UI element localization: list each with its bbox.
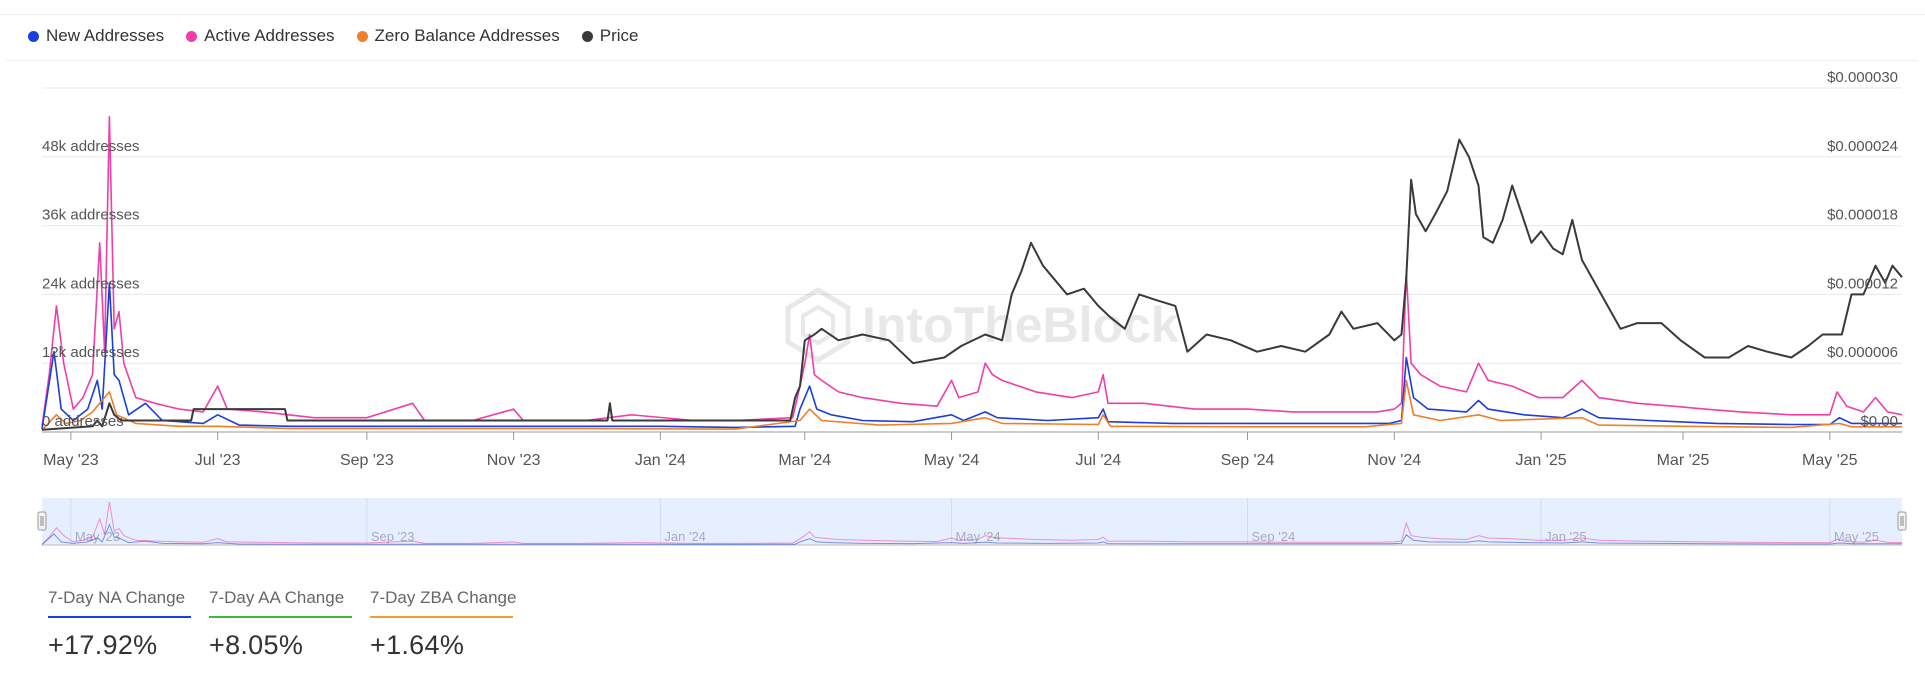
legend-item-zero-balance-addresses[interactable]: Zero Balance Addresses (356, 26, 560, 46)
navigator-label: Sep '23 (371, 529, 415, 544)
y-right-tick-label: $0.000024 (1827, 138, 1898, 155)
navigator-line (41, 523, 1902, 545)
y-right-tick-label: $0.000030 (1827, 69, 1898, 86)
x-tick-label: Mar '24 (778, 452, 831, 469)
y-right-tick-label: $0.000012 (1827, 275, 1898, 292)
legend-label-new-addresses: New Addresses (46, 26, 165, 45)
legend-dot-price (581, 30, 593, 42)
series-line-zero-balance-addresses (41, 379, 1902, 431)
y-right-tick-label: $0.000018 (1827, 207, 1898, 224)
x-tick-label: Jan '24 (635, 452, 686, 469)
x-tick-label: May '25 (1802, 452, 1858, 469)
watermark-text: IntoTheBlock (862, 297, 1179, 353)
legend-label-zero-balance-addresses: Zero Balance Addresses (374, 26, 560, 45)
stats-row: 7-Day NA Change +17.92% 7-Day AA Change … (48, 588, 516, 661)
axis-labels: $0.00 $0.000006 $0.000012 $0.000018 $0.00002… (42, 69, 1898, 430)
stat-aa-change: 7-Day AA Change +8.05% (209, 588, 352, 661)
series-line-active-addresses (41, 115, 1903, 427)
y-right-tick-label: $0.00 (1860, 413, 1898, 430)
stat-zba-change: 7-Day ZBA Change +1.64% (370, 588, 516, 661)
stat-value-na: +17.92% (48, 630, 158, 660)
y-right-tick-label: $0.000006 (1827, 344, 1898, 361)
x-tick-label: Mar '25 (1657, 452, 1710, 469)
x-tick-label: May '24 (924, 452, 980, 469)
chart-legend: New Addresses Active Addresses Zero Bala… (28, 26, 638, 46)
x-tick-label: Sep '24 (1221, 452, 1275, 469)
chart-grid (42, 87, 1902, 433)
navigator-label: Sep '24 (1252, 529, 1296, 544)
y-left-tick-label: 0 addresses (42, 413, 124, 430)
x-axis-labels: May '23 Jul '23 Sep '23 Nov '23 Jan '24 Mar '… (43, 432, 1858, 469)
stat-label-zba: 7-Day ZBA Change (370, 588, 516, 618)
legend-divider (6, 60, 1918, 61)
x-tick-label: May '23 (43, 452, 99, 469)
legend-item-price[interactable]: Price (581, 26, 639, 46)
watermark-logo-icon (785, 287, 851, 363)
legend-item-new-addresses[interactable]: New Addresses (28, 26, 164, 46)
y-left-tick-label: 24k addresses (42, 275, 140, 292)
x-tick-label: Jul '23 (195, 452, 241, 469)
x-tick-label: Sep '23 (340, 452, 394, 469)
navigator-handle-left[interactable] (37, 511, 47, 531)
navigator-label: Jan '24 (664, 529, 706, 544)
series-line-new-addresses (41, 282, 1902, 430)
series-layer (41, 115, 1903, 431)
range-navigator: May '23 Sep '23 Jan '24 May '24 Sep '24 Jan '… (37, 498, 1907, 546)
navigator-label: May '25 (1834, 529, 1879, 544)
handle-grip (37, 511, 47, 531)
legend-label-active-addresses: Active Addresses (204, 26, 335, 45)
x-tick-label: Nov '23 (487, 452, 541, 469)
navigator-label: May '24 (956, 529, 1001, 544)
top-bar (0, 0, 1925, 15)
stat-na-change: 7-Day NA Change +17.92% (48, 588, 191, 661)
legend-label-price: Price (599, 26, 639, 45)
x-tick-label: Nov '24 (1367, 452, 1421, 469)
legend-dot-zero-balance-addresses (356, 30, 368, 42)
handle-grip (1897, 511, 1907, 531)
y-left-tick-label: 48k addresses (42, 138, 140, 155)
stat-value-aa: +8.05% (209, 630, 304, 660)
stat-label-na: 7-Day NA Change (48, 588, 191, 618)
stat-value-zba: +1.64% (370, 630, 465, 660)
legend-item-active-addresses[interactable]: Active Addresses (186, 26, 335, 46)
navigator-background (42, 498, 1902, 545)
series-line-price (41, 138, 1903, 431)
navigator-handle-right[interactable] (1897, 511, 1907, 531)
x-tick-label: Jan '25 (1516, 452, 1567, 469)
chart-canvas: IntoTheBlock $0.00$0.000006$0.000012$0.0… (37, 69, 1907, 546)
legend-dot-active-addresses (186, 30, 198, 42)
navigator-line (41, 501, 1903, 545)
x-tick-label: Jul '24 (1075, 452, 1121, 469)
navigator-label: May '23 (75, 529, 120, 544)
y-left-tick-label: 36k addresses (42, 207, 140, 224)
legend-dot-new-addresses (28, 30, 39, 42)
y-left-tick-label: 12k addresses (42, 344, 140, 361)
stat-label-aa: 7-Day AA Change (209, 588, 352, 618)
